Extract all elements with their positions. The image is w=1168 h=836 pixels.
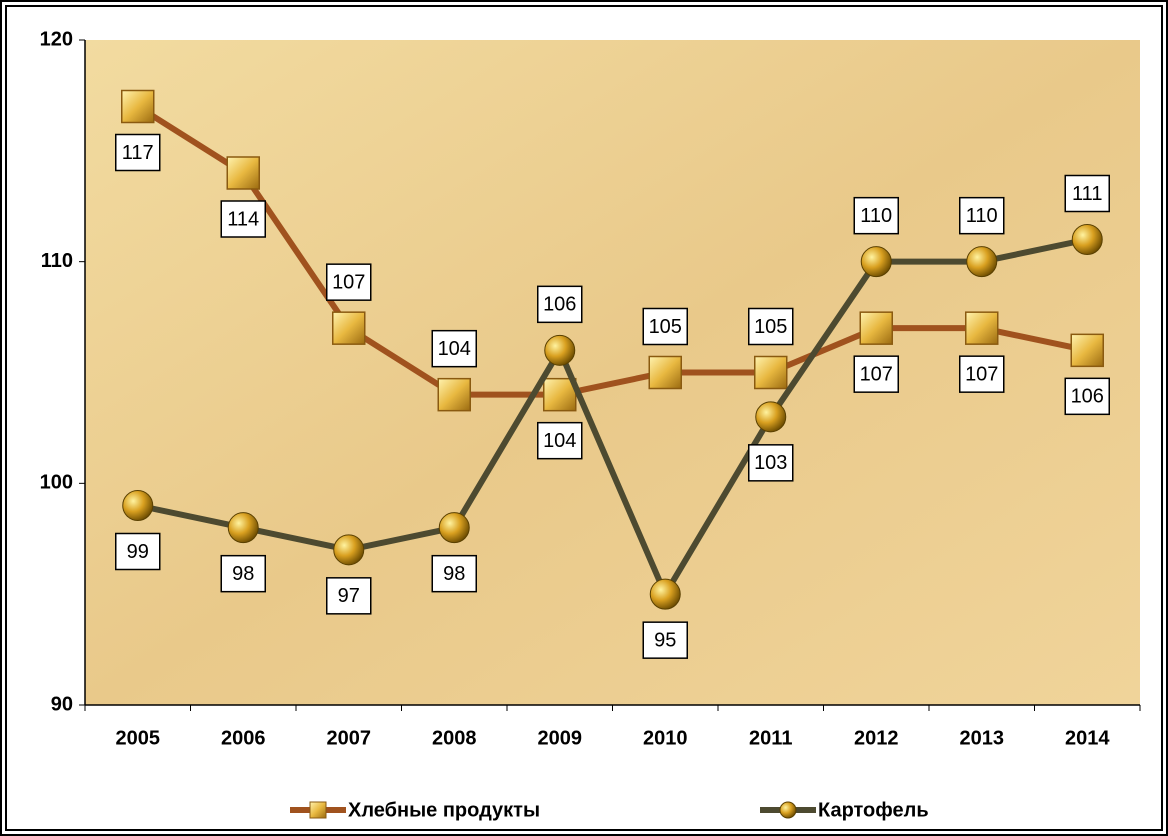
data-label: 107	[965, 363, 998, 385]
marker	[648, 355, 682, 390]
marker	[1071, 224, 1103, 255]
data-label-box	[748, 444, 794, 482]
data-label: 95	[654, 629, 676, 651]
marker	[649, 578, 681, 610]
data-label-box	[115, 532, 161, 571]
data-label-box	[959, 196, 1005, 235]
marker	[226, 156, 260, 190]
marker	[860, 246, 892, 278]
series-line	[137, 236, 1088, 601]
series-line	[136, 103, 1088, 398]
marker	[1070, 333, 1104, 368]
y-tick-label: 90	[51, 693, 73, 715]
data-label: 98	[443, 563, 465, 585]
marker	[438, 512, 470, 544]
data-label-box	[326, 263, 372, 301]
x-tick-label: 2011	[749, 727, 792, 749]
x-tick-label: 2006	[221, 727, 266, 749]
data-label-box	[959, 355, 1005, 393]
data-label: 110	[860, 205, 892, 227]
x-tick-label: 2008	[432, 727, 477, 749]
data-label-box	[853, 196, 899, 235]
data-label: 104	[543, 430, 576, 452]
marker	[122, 490, 154, 521]
legend-entry: Картофель	[760, 799, 929, 821]
marker	[437, 377, 471, 412]
x-tick-label: 2010	[643, 727, 688, 749]
marker	[543, 377, 577, 412]
data-label-box	[748, 307, 794, 346]
data-label-box	[537, 285, 583, 324]
x-tick-label: 2007	[327, 727, 372, 749]
data-label: 106	[1071, 386, 1104, 408]
x-tick-label: 2005	[116, 727, 161, 749]
legend-entry: Хлебные продукты	[290, 799, 540, 821]
data-label: 97	[338, 585, 360, 607]
data-label-box	[1064, 377, 1110, 416]
marker	[227, 512, 259, 544]
data-label: 105	[754, 316, 787, 338]
legend-label: Хлебные продукты	[348, 799, 540, 821]
data-label: 98	[232, 563, 254, 585]
data-label-box	[115, 133, 161, 172]
data-label-box	[220, 200, 266, 238]
marker	[333, 534, 365, 566]
y-tick-label: 110	[41, 250, 73, 272]
x-tick-label: 2013	[960, 727, 1005, 749]
data-label: 107	[332, 271, 365, 293]
marker	[332, 311, 366, 345]
y-tick-label: 120	[40, 28, 73, 50]
data-label: 114	[227, 208, 259, 230]
x-tick-label: 2012	[854, 727, 899, 749]
x-tick-label: 2014	[1065, 727, 1110, 749]
data-label-box	[431, 329, 477, 368]
data-label: 104	[438, 338, 471, 360]
data-label-box	[1064, 174, 1110, 213]
legend-marker	[779, 801, 797, 819]
legend-label: Картофель	[818, 799, 929, 821]
data-label: 110	[966, 205, 998, 227]
data-label: 111	[1072, 183, 1102, 205]
data-label: 99	[127, 541, 149, 563]
data-label: 117	[122, 142, 154, 164]
marker	[544, 334, 576, 366]
marker	[966, 246, 998, 278]
marker	[754, 355, 788, 390]
data-label-box	[326, 577, 372, 615]
data-label: 106	[543, 294, 576, 316]
data-label: 107	[860, 363, 893, 385]
x-tick-label: 2009	[538, 727, 583, 749]
y-tick-label: 100	[40, 472, 73, 494]
data-label-box	[642, 621, 688, 659]
data-label: 105	[649, 316, 682, 338]
data-label-box	[220, 554, 266, 593]
data-label-box	[537, 421, 583, 460]
data-label-box	[642, 307, 688, 346]
inner-border	[5, 5, 1163, 831]
marker	[755, 401, 787, 433]
marker	[965, 311, 999, 345]
marker	[859, 311, 893, 345]
data-label: 103	[754, 452, 787, 474]
data-label-box	[431, 554, 477, 593]
data-label-box	[853, 355, 899, 393]
legend-marker	[309, 801, 327, 819]
marker	[121, 89, 155, 124]
